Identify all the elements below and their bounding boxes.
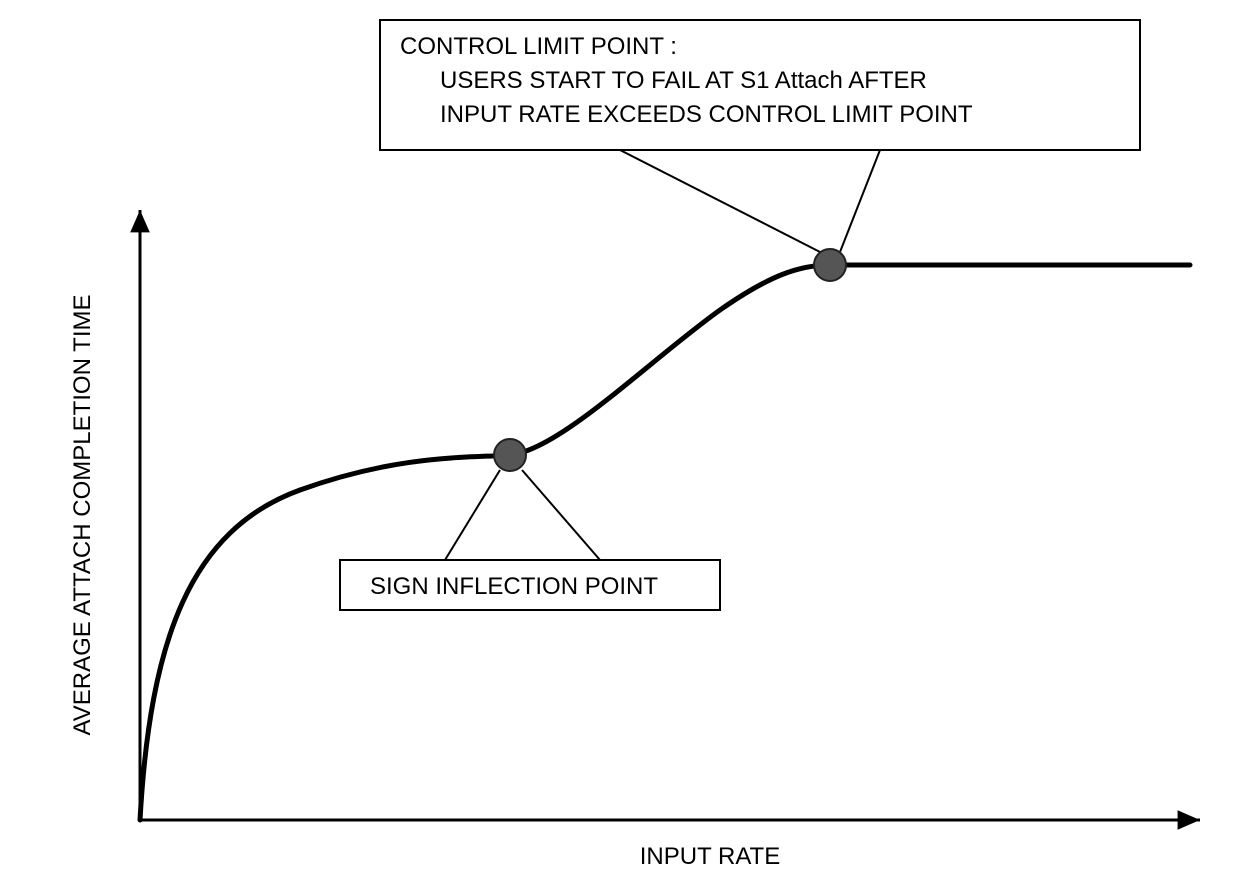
callout-leader [445, 470, 500, 560]
callout-leader [620, 150, 820, 252]
x-axis-label: INPUT RATE [640, 843, 780, 870]
callout-leader [840, 150, 880, 252]
control-limit-point-marker [814, 249, 846, 281]
diagram-canvas: INPUT RATE AVERAGE ATTACH COMPLETION TIM… [0, 0, 1240, 884]
axes-group: INPUT RATE AVERAGE ATTACH COMPLETION TIM… [69, 210, 1200, 870]
control-limit-callout-leaders [620, 150, 880, 252]
y-axis-label: AVERAGE ATTACH COMPLETION TIME [69, 295, 96, 736]
y-axis-arrowhead [130, 210, 150, 232]
control-limit-callout-line1: CONTROL LIMIT POINT : [400, 33, 677, 60]
response-curve [140, 265, 1190, 820]
control-limit-callout: CONTROL LIMIT POINT : USERS START TO FAI… [380, 20, 1140, 150]
x-axis-arrowhead [1178, 810, 1200, 830]
control-limit-callout-line3: INPUT RATE EXCEEDS CONTROL LIMIT POINT [440, 101, 973, 128]
inflection-callout-line1: SIGN INFLECTION POINT [370, 573, 658, 600]
inflection-callout: SIGN INFLECTION POINT [340, 560, 720, 610]
control-limit-callout-line2: USERS START TO FAIL AT S1 Attach AFTER [440, 67, 927, 94]
inflection-callout-leaders [445, 470, 600, 560]
sign-inflection-point-marker [494, 439, 526, 471]
callout-leader [522, 470, 600, 560]
